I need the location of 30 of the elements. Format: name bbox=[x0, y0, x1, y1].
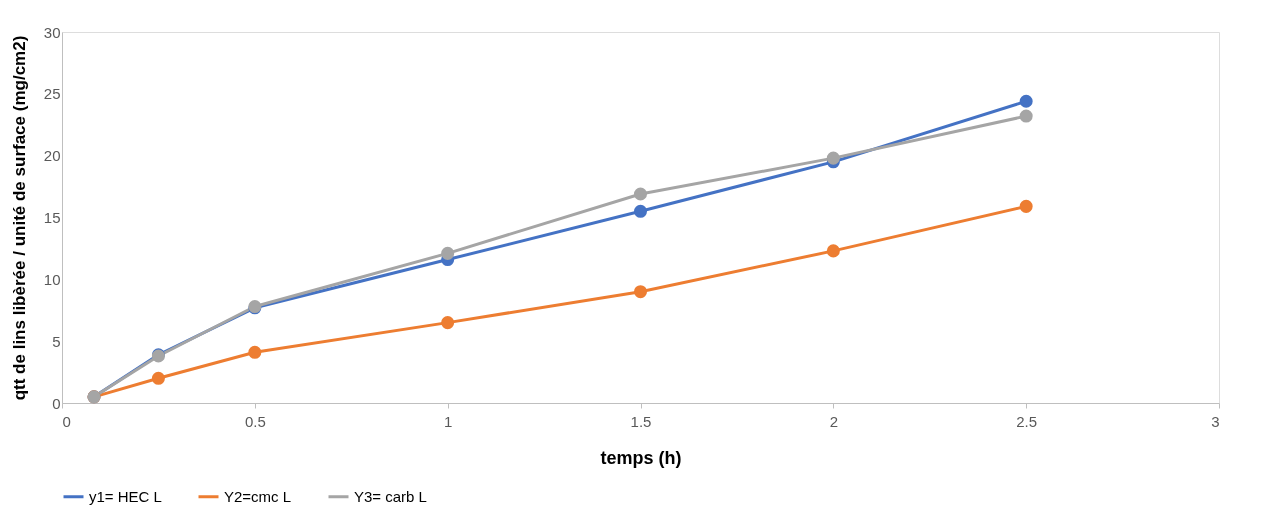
point bbox=[633, 187, 648, 201]
y-tick-label: 15 bbox=[43, 209, 61, 226]
x-tick-label: 1 bbox=[443, 412, 453, 430]
point bbox=[826, 151, 840, 165]
legend-label: Y3= carb L bbox=[354, 487, 427, 505]
y-tick-label: 0 bbox=[52, 394, 61, 412]
point bbox=[826, 244, 840, 258]
x-tick-label: 2.5 bbox=[1016, 412, 1038, 430]
point bbox=[151, 371, 165, 385]
x-tick-label: 0.5 bbox=[244, 412, 266, 430]
y-tick-label: 20 bbox=[43, 147, 61, 165]
y-tick-label: 30 bbox=[43, 23, 61, 41]
x-tick-label: 2 bbox=[829, 412, 839, 430]
x-axis-title: temps (h) bbox=[600, 447, 682, 468]
point bbox=[441, 246, 455, 260]
point bbox=[441, 316, 455, 330]
x-tick-label: 3 bbox=[1211, 412, 1220, 430]
point bbox=[1019, 94, 1033, 108]
y-tick-label: 10 bbox=[43, 270, 61, 288]
y-tick-label: 25 bbox=[43, 85, 61, 103]
point bbox=[1019, 109, 1033, 123]
point bbox=[633, 285, 648, 299]
point bbox=[633, 204, 648, 218]
point bbox=[1019, 199, 1033, 213]
legend-label: Y2=cmc L bbox=[224, 487, 292, 505]
point bbox=[248, 345, 262, 359]
legend-label: y1= HEC L bbox=[89, 487, 162, 505]
y-tick-label: 5 bbox=[52, 332, 61, 350]
y-axis-title: qtt de lins libèrée / unité de surface (mg/cm2) bbox=[9, 35, 29, 401]
x-tick-label: 1.5 bbox=[630, 412, 652, 430]
